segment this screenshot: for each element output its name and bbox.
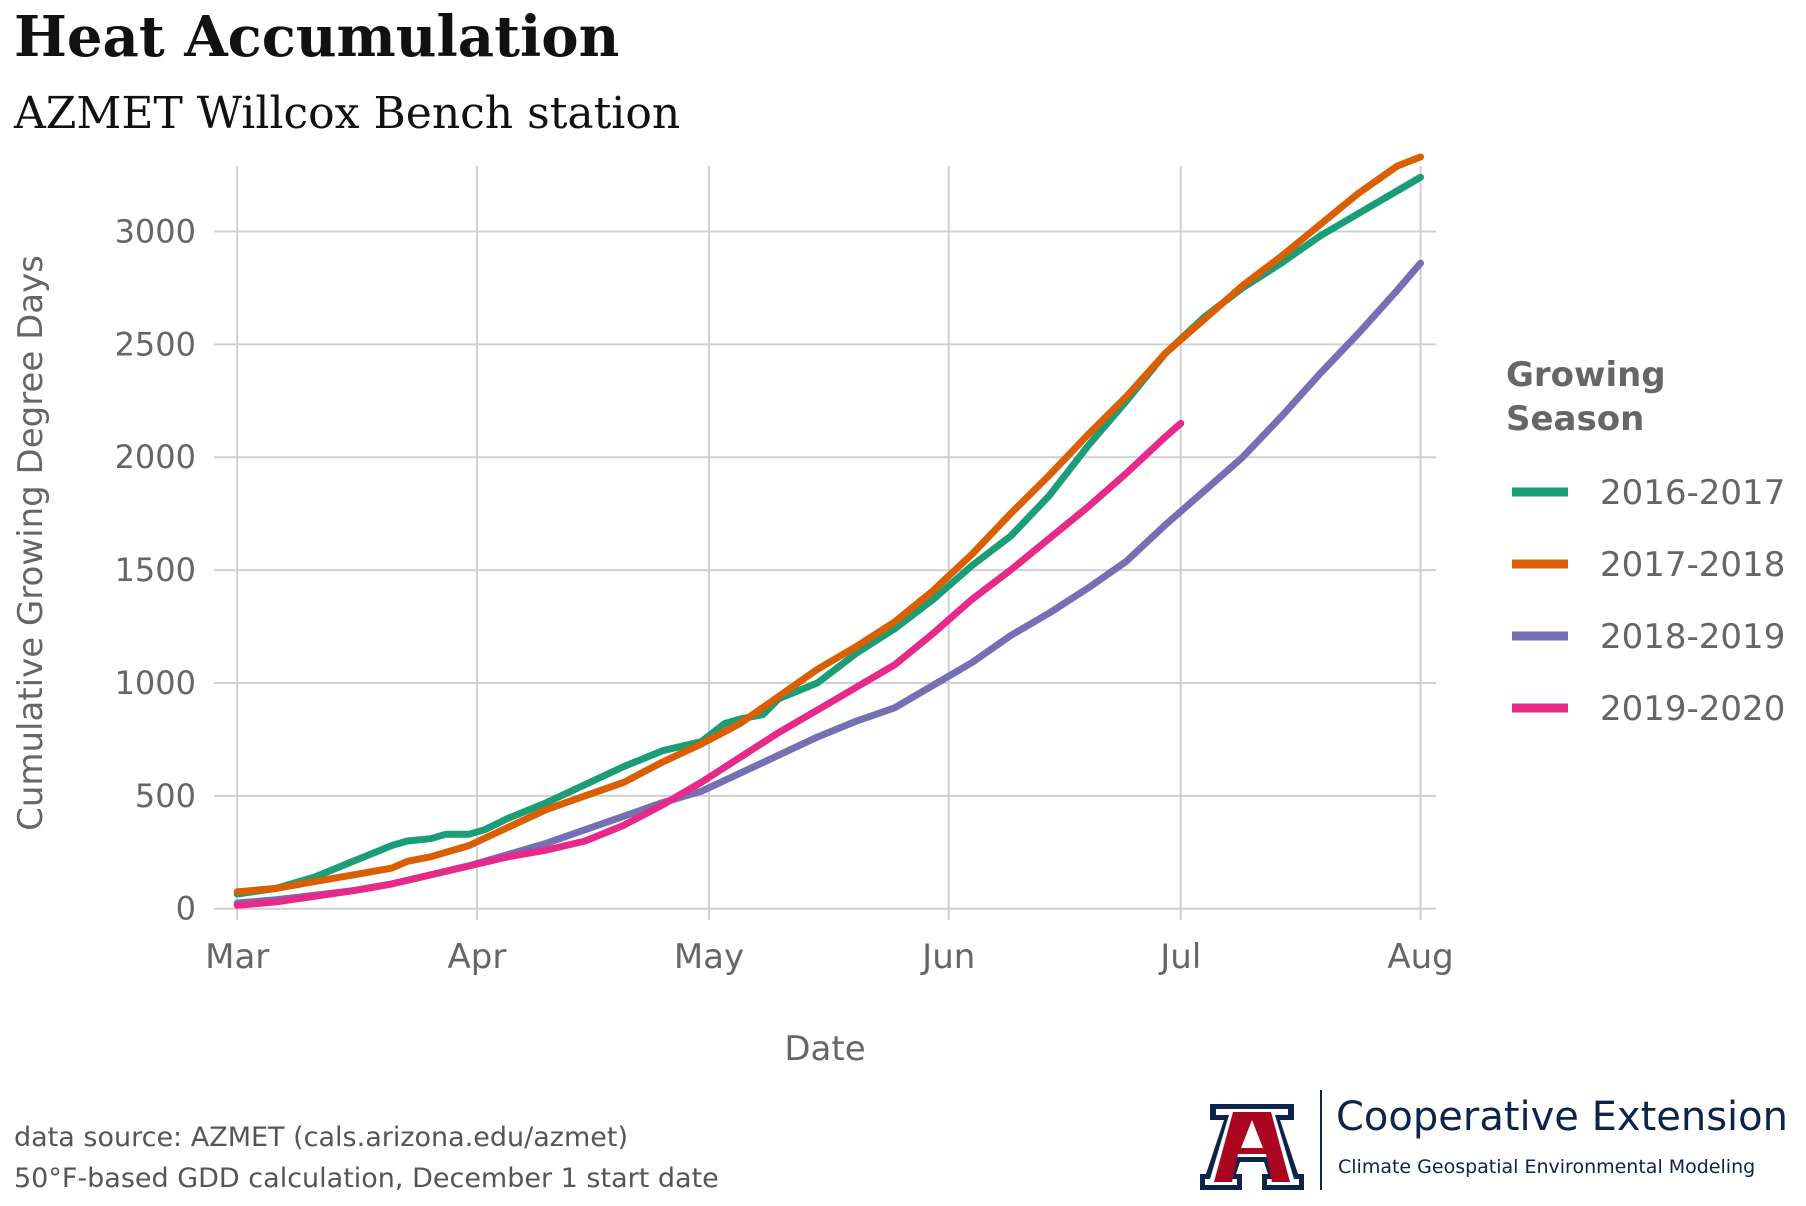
chart-subtitle: AZMET Willcox Bench station [14,88,681,139]
y-tick-label: 1000 [115,664,196,702]
y-axis-label: Cumulative Growing Degree Days [11,255,51,831]
y-tick-label: 2500 [115,325,196,363]
x-tick-label: Jul [1158,937,1201,977]
legend-label: 2019-2020 [1600,689,1785,729]
y-tick-label: 500 [135,777,196,815]
x-axis-label: Date [784,1029,865,1069]
org-name: Cooperative Extension [1336,1094,1788,1140]
cooperative-extension-logo: Cooperative Extension Climate Geospatial… [1196,1090,1796,1196]
legend-label: 2017-2018 [1600,545,1785,585]
legend-label: 2018-2019 [1600,617,1785,657]
calculation-note-caption: 50°F-based GDD calculation, December 1 s… [14,1163,719,1194]
logo-divider [1320,1090,1322,1190]
y-tick-label: 0 [176,890,196,928]
series-line [233,259,1424,907]
chart-area: 0 500 1000 1500 2000 2500 3000 Mar Apr May Jun Jul A… [11,153,1785,1069]
x-tick-label: May [674,937,744,977]
arizona-a-logo-icon [1200,1104,1304,1190]
org-subtitle: Climate Geospatial Environmental Modelin… [1338,1156,1756,1178]
x-tick-label: Jun [920,937,975,977]
chart-title: Heat Accumulation [14,4,620,70]
series-line [233,419,1185,909]
x-tick-label: Apr [448,937,507,977]
legend-title: Growing Season [1506,355,1666,439]
y-tick-label: 1500 [115,551,196,589]
x-tick-label: Aug [1387,937,1453,977]
series-line [233,153,1424,896]
legend-label: 2016-2017 [1600,473,1785,513]
y-tick-label: 3000 [115,212,196,250]
y-tick-label: 2000 [115,438,196,476]
data-source-caption: data source: AZMET (cals.arizona.edu/azm… [14,1122,628,1153]
x-tick-label: Mar [205,937,269,977]
